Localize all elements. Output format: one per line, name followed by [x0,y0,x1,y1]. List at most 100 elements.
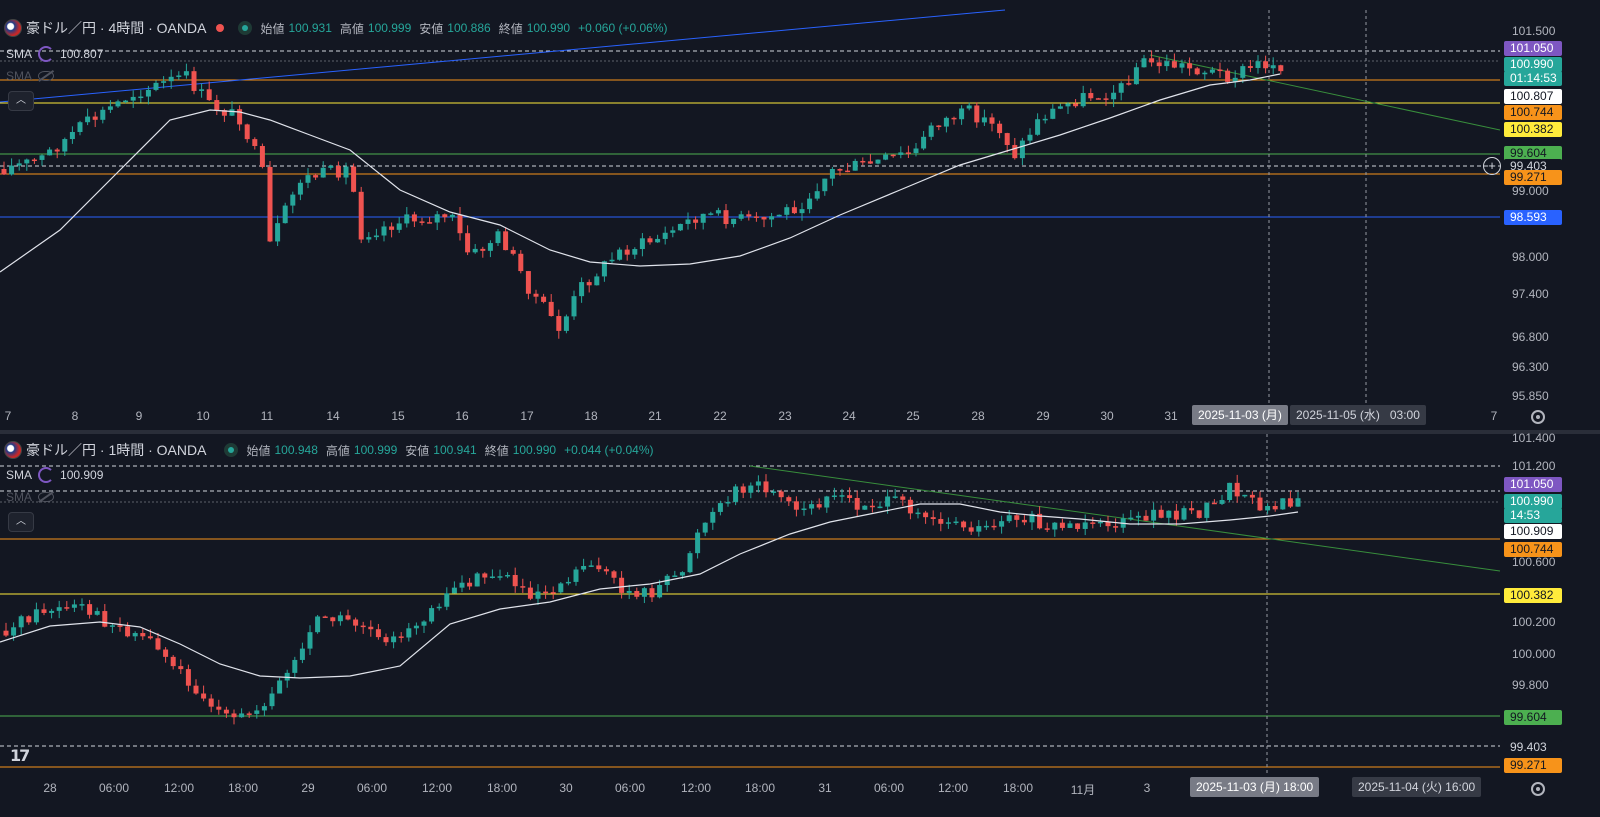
candle-body [763,481,769,493]
candle-body [824,496,830,508]
candle-body [297,182,303,195]
price-tag: 99.403 [1504,740,1562,755]
tradingview-logo[interactable]: 17 [10,746,30,765]
sma-indicator-1[interactable]: SMA 100.807 [6,46,103,62]
candle-body [1080,93,1086,107]
symbol-title[interactable]: 豪ドル／円 · 1時間 · OANDA [26,442,207,458]
candle-body [467,582,473,587]
sma-line [0,503,1299,679]
high-label: 高値 [325,443,350,458]
time-axis-label: 15 [391,409,405,423]
candle-body [24,159,30,164]
time-axis-label: 3 [1143,781,1151,795]
candle-body [375,629,381,638]
candle-body [548,301,554,317]
price-axis-label: 101.200 [1512,459,1556,473]
candle-body [313,175,319,178]
pane-separator[interactable] [0,430,1600,434]
candle-body [512,574,518,587]
candle-body [550,592,556,594]
price-axis-label: 100.600 [1512,555,1556,569]
candle-body [307,632,313,649]
candle-body [381,226,387,236]
sma-value: 100.807 [60,47,104,61]
candle-body [168,76,174,82]
candle-body [79,604,85,606]
candle-body [725,501,731,504]
candle-body [335,165,341,178]
candle-body [436,606,442,609]
candle-body [1044,528,1050,530]
chart-pane-1h[interactable]: 豪ドル／円 · 1時間 · OANDA 始値 100.948 高値 100.999 … [0,431,1600,817]
candle-body [231,713,237,718]
candle-body [695,532,701,554]
candle-body [662,232,668,239]
candle-body [221,110,227,116]
time-axis-label: 12:00 [421,781,453,795]
sma-indicator-2[interactable]: SMA [6,490,55,504]
sync-icon[interactable] [38,467,55,483]
hidden-eye-icon[interactable] [38,71,55,81]
candle-body [862,505,868,510]
candle-body [1232,77,1238,82]
candle-body [655,238,661,243]
time-axis-label: 30 [1100,409,1114,423]
candle-body [1263,61,1269,69]
candle-body [102,611,108,627]
candle-body [170,656,176,667]
candle-body [525,271,531,294]
add-alert-plus-icon[interactable]: + [1483,157,1501,175]
symbol-legend[interactable]: 豪ドル／円 · 4時間 · OANDA 始値 100.931 高値 100.999 … [4,18,672,38]
price-axis-label: 99.800 [1512,678,1549,692]
time-axis-label: 11月 [1070,783,1096,797]
candle-body [1265,505,1271,511]
hidden-eye-icon[interactable] [38,492,55,502]
candle-body [56,607,62,611]
candle-body [816,504,822,508]
symbol-legend[interactable]: 豪ドル／円 · 1時間 · OANDA 始値 100.948 高値 100.999 … [4,440,658,460]
price-chart-1h[interactable] [0,434,1600,817]
close-label: 終値 [484,443,509,458]
sma-name: SMA [6,69,33,83]
candle-body [981,117,987,123]
candle-body [275,223,281,242]
close-value: 100.990 [512,443,557,457]
collapse-legend-button[interactable]: ︿ [8,512,34,532]
crosshair-time-label-2: 2025-11-05 (水) 03:00 [1290,405,1426,425]
sma-indicator-1[interactable]: SMA 100.909 [6,467,103,483]
candle-body [649,588,655,598]
candle-body [1194,68,1200,75]
settings-gear-icon[interactable] [1531,410,1545,424]
candle-body [938,519,944,524]
sync-icon[interactable] [38,46,55,62]
time-axis-label: 06:00 [614,781,646,795]
candle-body [799,209,805,214]
open-value: 100.948 [274,443,318,457]
chart-pane-4h[interactable]: 豪ドル／円 · 4時間 · OANDA 始値 100.931 高値 100.999 … [0,0,1600,430]
candle-body [480,248,486,251]
candle-body [259,146,265,167]
sma-indicator-2[interactable]: SMA [6,69,55,83]
price-tag: 100.909 [1504,524,1562,539]
candle-body [261,706,267,711]
candle-body [140,633,146,637]
candle-body [753,216,759,218]
price-chart-4h[interactable] [0,0,1600,430]
candle-body [411,214,417,222]
symbol-title[interactable]: 豪ドル／円 · 4時間 · OANDA [26,20,207,36]
settings-gear-icon[interactable] [1531,782,1545,796]
candle-body [890,154,896,157]
time-axis-label: 29 [1036,409,1050,423]
candle-body [624,249,630,255]
time-axis-label: 25 [906,409,920,423]
candle-body [1027,134,1033,141]
trendline-blue [0,9,1006,103]
candle-body [206,89,212,101]
candle-body [337,615,343,622]
candle-body [345,615,351,620]
candle-body [619,577,625,593]
candle-body [639,238,645,250]
high-value: 100.999 [353,443,398,457]
collapse-legend-button[interactable]: ︿ [8,91,34,111]
candle-body [71,604,77,608]
